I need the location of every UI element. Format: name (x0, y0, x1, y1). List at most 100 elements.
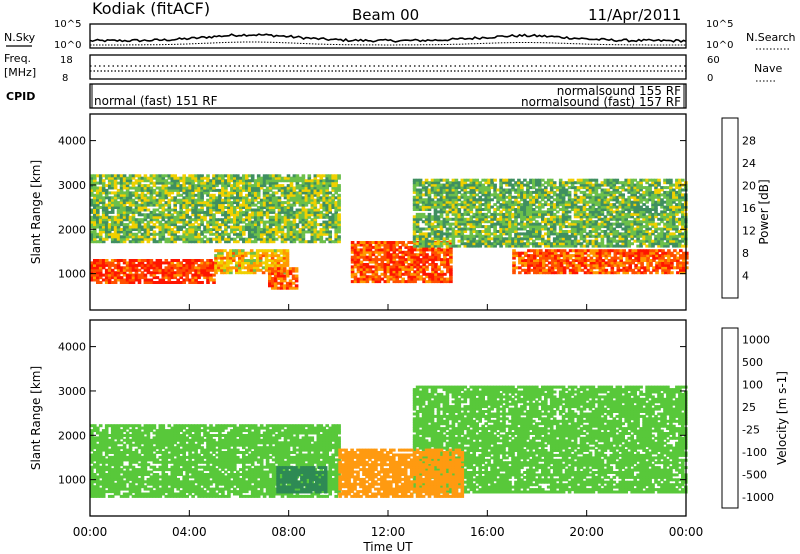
heatmap-cell (191, 266, 195, 270)
heatmap-cell (203, 191, 207, 195)
heatmap-cell (185, 232, 189, 236)
heatmap-cell (449, 265, 453, 269)
heatmap-cell (448, 244, 453, 248)
heatmap-cell (487, 210, 491, 214)
heatmap-cell (203, 228, 207, 231)
heatmap-cell (637, 254, 641, 258)
heatmap-cell (90, 240, 94, 244)
heatmap-cell (502, 232, 506, 236)
heatmap-cell (427, 205, 432, 209)
heatmap-cell (292, 230, 297, 234)
heatmap-cell (253, 203, 258, 207)
heatmap-cell (122, 230, 127, 234)
heatmap-cell (449, 248, 453, 252)
heatmap-cell (125, 201, 130, 205)
heatmap-cell (493, 232, 497, 236)
heatmap-cell (322, 191, 326, 195)
heatmap-cell (431, 280, 435, 284)
heatmap-cell (256, 186, 261, 190)
heatmap-cell (412, 227, 417, 231)
heatmap-cell (182, 201, 186, 205)
heatmap-cell (245, 237, 249, 241)
heatmap-cell (533, 254, 537, 258)
heatmap-cell (682, 254, 686, 258)
heatmap-cell (407, 267, 411, 271)
heatmap-cell (313, 208, 318, 212)
heatmap-cell (152, 261, 157, 265)
heatmap-cell (191, 201, 195, 205)
heatmap-cell (518, 266, 522, 270)
heatmap-cell (418, 227, 423, 231)
heatmap-cell (289, 215, 294, 219)
heatmap-cell (140, 240, 145, 244)
heatmap-cell (628, 266, 632, 270)
heatmap-cell (427, 239, 432, 243)
heatmap-cell (134, 276, 139, 280)
heatmap-cell (164, 259, 169, 262)
heatmap-cell (640, 263, 644, 267)
heatmap-cell (220, 259, 224, 262)
heatmap-cell (220, 256, 224, 260)
heatmap-cell (258, 259, 263, 262)
heatmap-cell (460, 230, 465, 233)
heatmap-cell (592, 249, 597, 253)
heatmap-cell (475, 208, 479, 211)
heatmap-cell (131, 276, 136, 280)
heatmap-cell (289, 213, 294, 217)
heatmap-cell (463, 225, 468, 229)
heatmap-cell (433, 230, 438, 233)
heatmap-cell (185, 237, 189, 241)
heatmap-cell (182, 225, 186, 229)
heatmap-cell (313, 213, 318, 217)
heatmap-cell (233, 225, 237, 229)
heatmap-cell (428, 263, 432, 266)
heatmap-cell (206, 206, 210, 209)
heatmap-cell (270, 254, 275, 258)
heatmap-cell (194, 198, 198, 202)
heatmap-cell (377, 250, 382, 254)
heatmap-cell (401, 277, 405, 281)
heatmap-cell (276, 256, 281, 260)
heatmap-cell (252, 259, 257, 262)
heatmap-cell (446, 263, 450, 266)
heatmap-cell (295, 213, 300, 217)
heatmap-cell (401, 265, 405, 269)
heatmap-cell (518, 259, 522, 262)
heatmap-cell (224, 230, 228, 234)
heatmap-cell (179, 186, 183, 190)
heatmap-cell (191, 230, 195, 234)
heatmap-cell (544, 268, 549, 272)
heatmap-cell (412, 186, 417, 190)
heatmap-cell (250, 230, 255, 234)
heatmap-cell (682, 251, 686, 255)
heatmap-cell (374, 243, 379, 247)
heatmap-cell (289, 188, 294, 192)
heatmap-cell (463, 208, 468, 211)
heatmap-cell (328, 208, 332, 212)
heatmap-cell (215, 184, 219, 188)
heatmap-cell (200, 215, 204, 219)
heatmap-cell (250, 186, 255, 190)
heatmap-cell (116, 203, 121, 207)
heatmap-cell (374, 248, 379, 252)
heatmap-cell (547, 256, 552, 260)
heatmap-cell (472, 178, 476, 182)
heatmap-cell (334, 218, 338, 222)
heatmap-cell (410, 255, 414, 259)
heatmap-cell (113, 174, 118, 178)
heatmap-cell (431, 260, 435, 264)
heatmap-cell (250, 232, 255, 236)
heatmap-cell (155, 208, 160, 212)
heatmap-cell (478, 203, 482, 207)
heatmap-cell (616, 271, 621, 275)
heatmap-cell (310, 193, 315, 197)
heatmap-cell (214, 259, 218, 262)
heatmap-cell (625, 254, 629, 258)
heatmap-cell (449, 277, 453, 281)
heatmap-cell (146, 261, 151, 265)
heatmap-cell (170, 259, 175, 262)
heatmap-cell (481, 230, 485, 233)
heatmap-cell (256, 208, 261, 212)
heatmap-cell (416, 272, 420, 276)
heatmap-cell (589, 249, 594, 253)
